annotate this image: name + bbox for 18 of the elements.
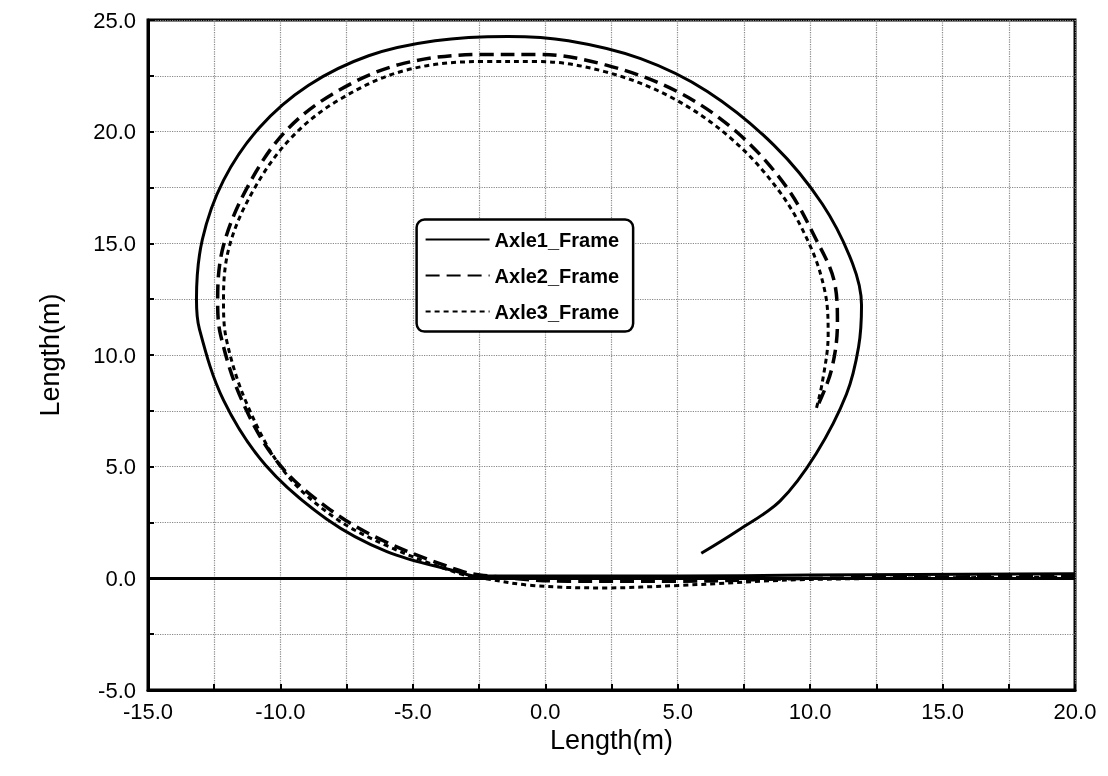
x-tick-label: 5.0 [662,698,694,724]
legend-label: Axle1_Frame [494,228,620,251]
legend-label: Axle3_Frame [494,300,620,323]
x-tick-label: -10.0 [255,698,306,724]
y-axis-title: Length(m) [34,293,65,417]
y-tick-label: 10.0 [93,342,136,368]
y-tick-label: 0.0 [105,565,136,591]
x-tick-label: 15.0 [921,698,964,724]
y-tick-label: 15.0 [93,230,136,256]
x-tick-label: -5.0 [393,698,432,724]
legend-label: Axle2_Frame [494,264,620,287]
y-tick-label: 20.0 [93,119,136,145]
x-tick-label: 0.0 [529,698,561,724]
x-axis-title: Length(m) [549,725,674,756]
y-tick-label: 25.0 [93,7,136,33]
y-tick-label: 5.0 [105,454,136,480]
x-tick-label: 10.0 [788,698,832,724]
x-tick-label: 20.0 [1053,698,1097,724]
